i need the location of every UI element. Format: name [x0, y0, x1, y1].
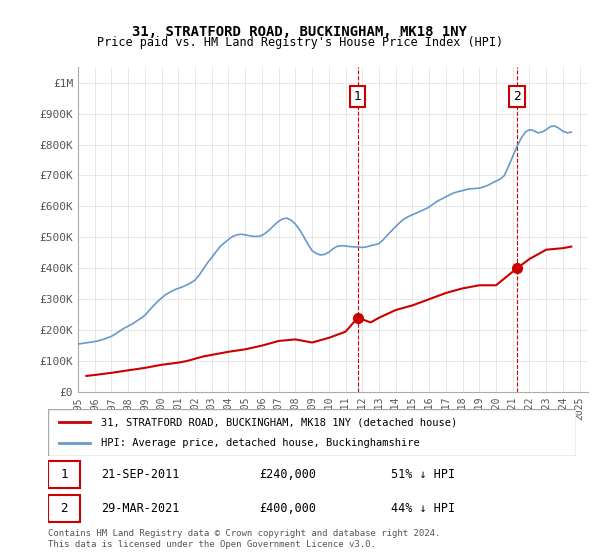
Text: 51% ↓ HPI: 51% ↓ HPI [391, 468, 455, 481]
FancyBboxPatch shape [48, 461, 80, 488]
Text: 1: 1 [60, 468, 68, 481]
Text: £240,000: £240,000 [259, 468, 316, 481]
Text: 2: 2 [513, 90, 521, 103]
Text: £400,000: £400,000 [259, 502, 316, 515]
Text: 29-MAR-2021: 29-MAR-2021 [101, 502, 179, 515]
Text: 31, STRATFORD ROAD, BUCKINGHAM, MK18 1NY: 31, STRATFORD ROAD, BUCKINGHAM, MK18 1NY [133, 25, 467, 39]
FancyBboxPatch shape [48, 494, 80, 522]
Text: HPI: Average price, detached house, Buckinghamshire: HPI: Average price, detached house, Buck… [101, 438, 419, 448]
Text: 1: 1 [354, 90, 362, 103]
Text: Contains HM Land Registry data © Crown copyright and database right 2024.
This d: Contains HM Land Registry data © Crown c… [48, 529, 440, 549]
Text: 21-SEP-2011: 21-SEP-2011 [101, 468, 179, 481]
Text: Price paid vs. HM Land Registry's House Price Index (HPI): Price paid vs. HM Land Registry's House … [97, 36, 503, 49]
Text: 31, STRATFORD ROAD, BUCKINGHAM, MK18 1NY (detached house): 31, STRATFORD ROAD, BUCKINGHAM, MK18 1NY… [101, 417, 457, 427]
Text: 44% ↓ HPI: 44% ↓ HPI [391, 502, 455, 515]
FancyBboxPatch shape [48, 409, 576, 456]
Text: 2: 2 [60, 502, 68, 515]
